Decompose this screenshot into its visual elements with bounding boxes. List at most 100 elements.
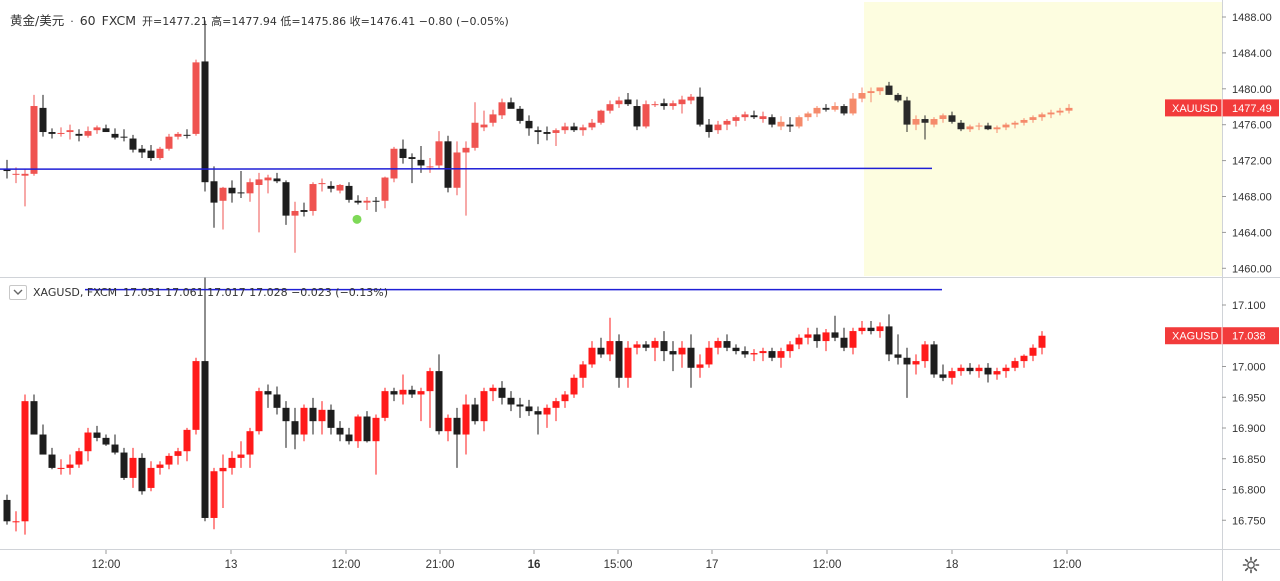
candle-body [30,106,38,174]
candle [831,315,839,342]
price-tick-label: 1464.00 [1232,227,1272,239]
candle-body [381,177,389,201]
candle [651,337,659,362]
candle-body [219,467,227,472]
time-tick-label: 12:00 [92,559,121,571]
candle [939,364,947,382]
candle-body [570,377,578,395]
price-tag: XAGUSD 17.038 [1165,327,1279,345]
candle [993,125,1001,133]
candle-body [12,521,20,523]
candle-body [984,367,992,375]
candle-body [642,344,650,348]
candle-body [3,169,11,172]
candle-body [210,471,218,518]
horizontal-lines[interactable] [0,167,942,291]
candle-body [120,452,128,478]
candle-body [696,96,704,125]
candle-body [687,96,695,101]
candle-body [777,351,785,358]
candle-body [156,464,164,468]
collapse-pane-button[interactable] [9,285,27,300]
candle [237,441,245,468]
price-tag-value: 17.038 [1232,331,1266,343]
candle [795,334,803,350]
candle [588,341,596,368]
candle-body [984,125,992,130]
candle-body [714,341,722,348]
candle-body [993,127,1001,130]
candle-body [849,331,857,348]
candle-body [498,102,506,116]
candle [759,111,767,123]
candle [768,114,776,128]
candle-body [291,421,299,435]
candle [480,387,488,432]
candle-body [354,416,362,442]
candle [669,341,677,372]
candle-body [768,117,776,125]
candle [444,414,452,442]
candle [660,331,668,362]
candle-body [363,200,371,203]
candle [327,181,335,193]
candle [885,314,893,362]
candle [939,113,947,123]
candle [462,141,470,216]
candle-body [444,417,452,432]
time-axis[interactable]: 12:00 13 12:00 21:00 16 15:00 17 12:00 18 12:00 [92,550,1082,571]
candle [606,317,614,362]
price-tag-symbol: XAUUSD [1172,103,1218,115]
candle [57,459,65,475]
candle-body [930,119,938,125]
candle [579,361,587,388]
candle [642,100,650,129]
candle-body [408,157,416,159]
candle-body [777,121,785,127]
candle-body [102,437,110,445]
candle-body [966,367,974,372]
candle-body [165,136,173,149]
candle-body [624,347,632,378]
candle [867,321,875,335]
candle [273,172,281,184]
candle [30,394,38,435]
candle-body [192,361,200,430]
candle-body [894,94,902,101]
price-tick-label: 16.850 [1232,454,1266,466]
candle-body [966,126,974,130]
candle [876,87,884,95]
candle [1011,120,1019,129]
candle [507,97,515,109]
candle-body [696,364,704,368]
candle-body [246,431,254,455]
price-axes[interactable]: 1488.00 1484.00 1480.00 1476.00 1472.00 1468.… [1222,12,1272,527]
candle-body [759,351,767,354]
settings-button[interactable] [1240,554,1262,576]
candle [831,102,839,112]
candle-body [444,141,452,188]
candle-body [894,354,902,358]
candle-body [399,389,407,395]
candle [309,182,317,216]
candle [759,347,767,362]
candle [651,101,659,107]
candle [633,99,641,131]
candle [282,180,290,225]
time-tick-label: 17 [706,559,719,571]
candle-body [399,148,407,159]
candle [471,102,479,151]
time-tick-label: 12:00 [1053,559,1082,571]
candle [957,119,965,132]
price-tick-label: 17.100 [1232,300,1266,312]
candle [66,454,74,475]
candle [723,119,731,131]
candle [66,124,74,140]
candle-body [327,185,335,189]
candle-body [1011,361,1019,368]
candle [138,453,146,495]
candle-body [768,351,776,358]
candle-body [957,122,965,130]
silver-symbol: XAGUSD, FXCM [33,286,118,299]
